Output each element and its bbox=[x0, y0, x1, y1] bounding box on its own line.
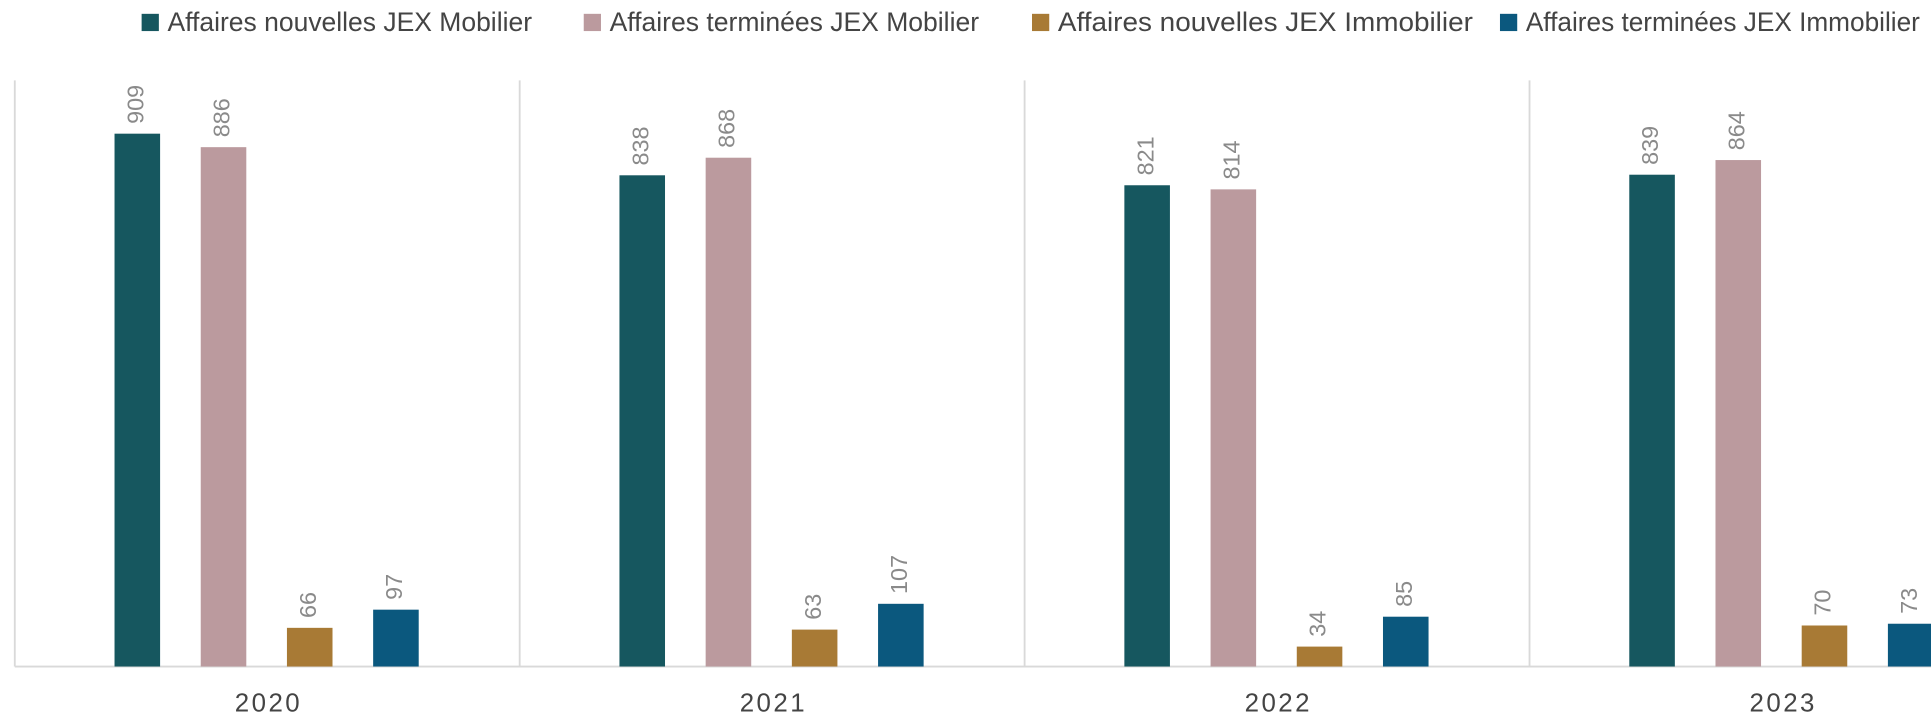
bar bbox=[705, 157, 752, 667]
legend-swatch bbox=[583, 13, 601, 32]
value-label: 868 bbox=[714, 109, 740, 148]
bar bbox=[1382, 616, 1429, 667]
bar bbox=[1801, 625, 1848, 667]
bar bbox=[878, 603, 924, 667]
value-label: 85 bbox=[1391, 581, 1417, 607]
value-label: 97 bbox=[381, 574, 407, 600]
bar bbox=[1124, 185, 1170, 667]
value-label: 886 bbox=[209, 98, 235, 137]
x-tick-label: 2020 bbox=[235, 690, 302, 718]
value-label: 839 bbox=[1637, 126, 1663, 165]
value-label: 34 bbox=[1305, 611, 1331, 637]
legend-swatch bbox=[1499, 13, 1518, 32]
value-label: 107 bbox=[886, 555, 912, 594]
x-tick-label: 2021 bbox=[740, 690, 807, 718]
value-label: 909 bbox=[122, 85, 148, 124]
bar bbox=[200, 147, 247, 667]
value-label: 63 bbox=[800, 594, 826, 620]
bar bbox=[1715, 160, 1762, 667]
bar bbox=[791, 629, 838, 667]
bar bbox=[619, 175, 666, 667]
value-label: 838 bbox=[627, 126, 653, 165]
bar bbox=[114, 133, 161, 667]
bar bbox=[1296, 646, 1343, 667]
x-tick-label: 2023 bbox=[1750, 690, 1817, 718]
x-tick-label: 2022 bbox=[1245, 690, 1312, 718]
legend-label: Affaires terminées JEX Immobilier bbox=[1526, 6, 1920, 37]
value-label: 66 bbox=[295, 592, 321, 618]
value-label: 821 bbox=[1132, 136, 1158, 175]
legend-swatch bbox=[141, 13, 159, 32]
bar bbox=[1629, 174, 1675, 667]
value-label: 864 bbox=[1723, 111, 1749, 150]
bar bbox=[1887, 623, 1931, 667]
legend-label: Affaires nouvelles JEX Immobilier bbox=[1058, 6, 1473, 37]
legend-label: Affaires terminées JEX Mobilier bbox=[610, 6, 979, 37]
value-label: 70 bbox=[1810, 590, 1836, 616]
legend-label: Affaires nouvelles JEX Mobilier bbox=[167, 6, 532, 37]
value-label: 814 bbox=[1219, 140, 1245, 179]
bar bbox=[373, 609, 419, 667]
bar bbox=[286, 627, 333, 667]
legend-swatch bbox=[1032, 13, 1050, 32]
bar bbox=[1210, 189, 1257, 667]
value-label: 73 bbox=[1896, 588, 1922, 614]
